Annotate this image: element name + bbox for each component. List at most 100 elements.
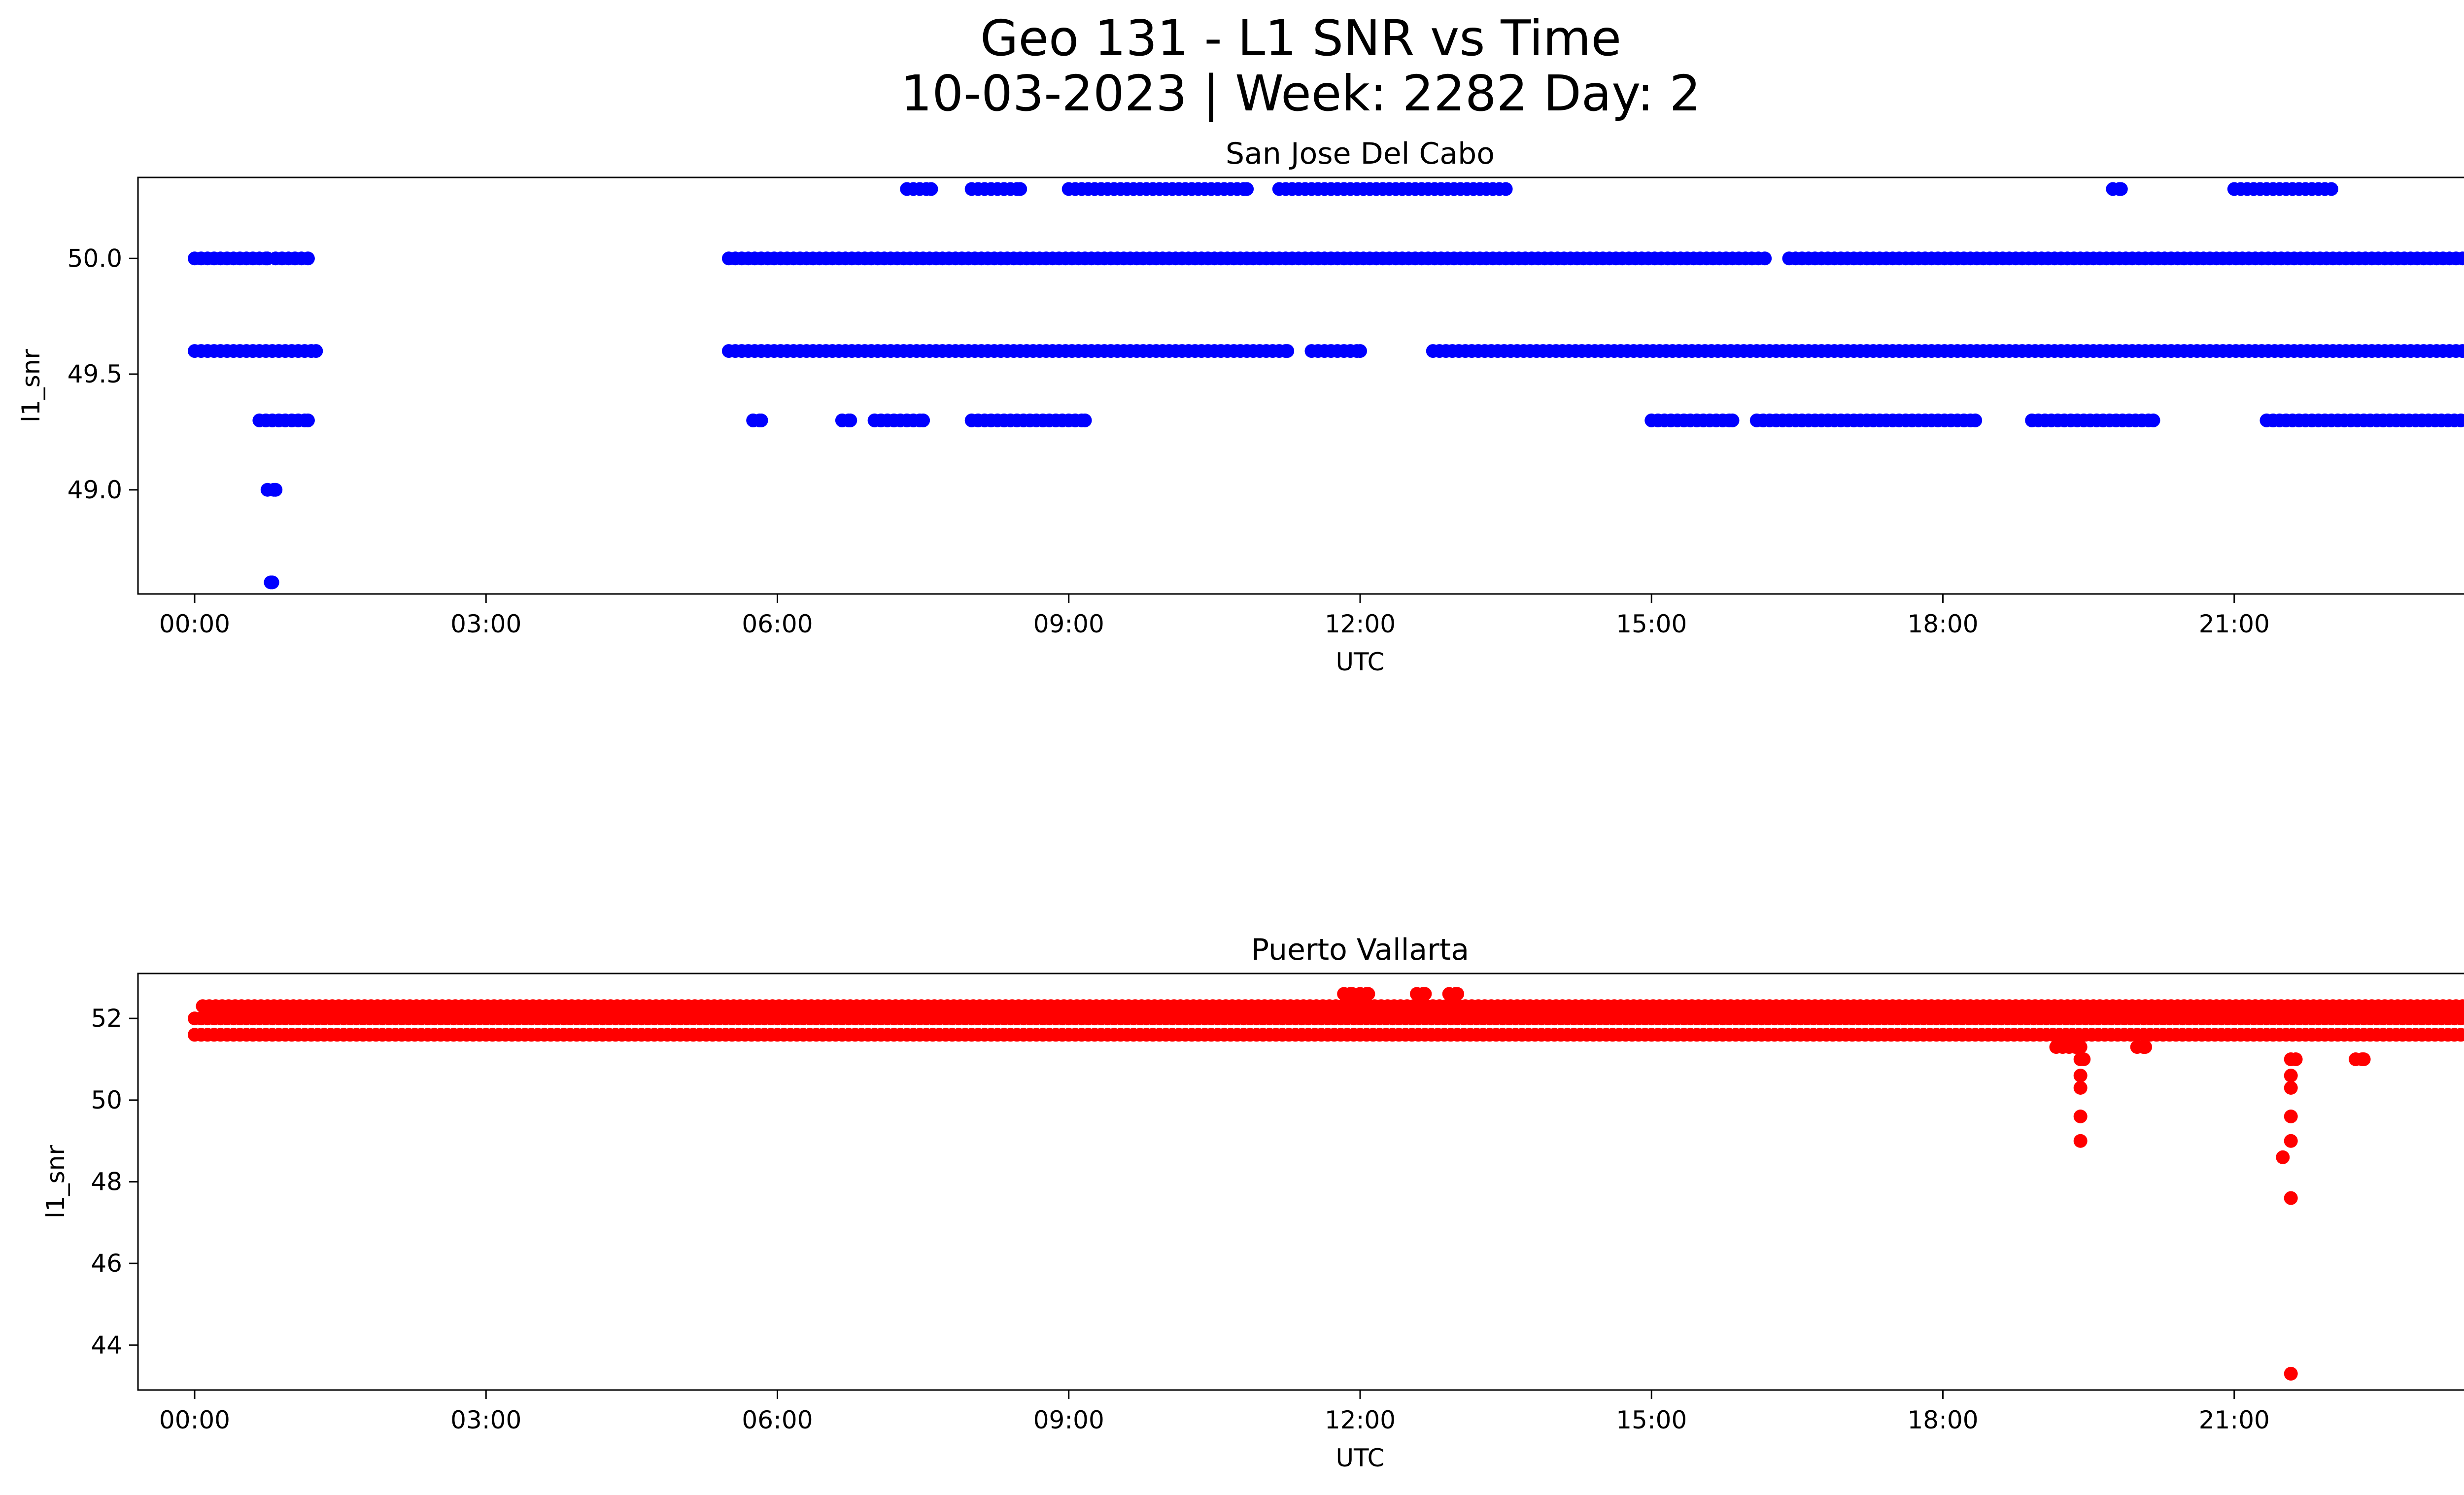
x-tick-label: 15:00: [1616, 610, 1687, 638]
series-y-50: [188, 251, 2464, 266]
series-y-51-3: [2049, 1040, 2153, 1054]
data-point: [1499, 182, 1513, 196]
data-point: [2455, 999, 2464, 1013]
data-point: [2460, 1012, 2464, 1025]
data-point: [2454, 413, 2464, 427]
x-tick-label: 06:00: [742, 1406, 813, 1434]
y-axis-label: l1_snr: [17, 349, 45, 422]
data-point: [2357, 1052, 2371, 1066]
chart-panel-1: 00:00 03:00 06:00 09:00 12:00 15:00 18:00 21:00…: [17, 137, 2464, 676]
data-point: [916, 413, 930, 427]
data-points: [188, 182, 2464, 590]
series-y-51-6: [188, 1028, 2464, 1042]
data-point: [265, 575, 279, 590]
y-tick-label: 50: [91, 1086, 122, 1114]
x-tick-label: 09:00: [1033, 610, 1104, 638]
series-y-49: [260, 483, 283, 497]
data-point: [2146, 413, 2160, 427]
data-point: [1078, 413, 1092, 427]
data-point: [2455, 344, 2464, 358]
series-y-50-3: [900, 182, 2338, 196]
series-y-51: [2073, 1052, 2371, 1066]
x-tick-label: 00:00: [159, 610, 230, 638]
data-point: [2077, 1052, 2091, 1066]
x-tick-label: 06:00: [742, 610, 813, 638]
x-tick-label: 03:00: [450, 1406, 521, 1434]
x-tick-label: 21:00: [2199, 1406, 2270, 1434]
chart-panel-2: 00:00 03:00 06:00 09:00 12:00 15:00 18:00 21:00…: [41, 933, 2464, 1472]
x-tick-label: 00:00: [159, 1406, 230, 1434]
data-point: [2073, 1134, 2088, 1148]
x-tick-label: 03:00: [450, 610, 521, 638]
data-point: [2284, 1110, 2298, 1123]
y-tick-label: 49.0: [68, 476, 122, 504]
data-point: [2073, 1110, 2088, 1123]
data-point: [924, 182, 938, 196]
data-point: [1968, 413, 1983, 427]
data-point: [1353, 344, 1367, 358]
x-tick-label: 12:00: [1325, 610, 1396, 638]
data-point: [2073, 1069, 2088, 1083]
data-point: [754, 413, 768, 427]
data-point: [1361, 987, 1375, 1001]
data-point: [2284, 1191, 2298, 1205]
data-point: [2324, 182, 2338, 196]
data-point: [2284, 1134, 2298, 1148]
data-point: [1450, 987, 1465, 1001]
y-tick-label: 52: [91, 1004, 122, 1033]
data-point: [1725, 413, 1740, 427]
data-point: [843, 413, 857, 427]
x-tick-label: 18:00: [1907, 1406, 1978, 1434]
y-tick-label: 44: [91, 1331, 122, 1359]
x-tick-label: 15:00: [1616, 1406, 1687, 1434]
y-axis-label: l1_snr: [41, 1145, 70, 1218]
data-point: [2284, 1069, 2298, 1083]
data-point: [2455, 251, 2464, 266]
data-points: [188, 987, 2464, 1381]
data-point: [2462, 253, 2464, 263]
figure-subtitle: 10-03-2023 | Week: 2282 Day: 2: [900, 65, 1701, 122]
y-tick-label: 49.5: [68, 360, 122, 388]
data-point: [2073, 1040, 2088, 1054]
series-y-49-6: [188, 344, 2464, 358]
data-point: [2462, 1001, 2464, 1011]
series-y-52-6: [1337, 987, 1465, 1001]
data-point: [301, 413, 315, 427]
data-point: [309, 344, 323, 358]
series-y-52: [188, 1011, 2464, 1026]
chart-title: San Jose Del Cabo: [1226, 137, 1495, 171]
chart-title: Puerto Vallarta: [1251, 933, 1469, 967]
x-axis-label: UTC: [1335, 1444, 1384, 1472]
series-y-48-6: [264, 575, 279, 590]
data-point: [2284, 1081, 2298, 1095]
data-point: [301, 251, 315, 266]
data-point: [1418, 987, 1432, 1001]
data-point: [2460, 1029, 2464, 1041]
data-point: [2114, 182, 2128, 196]
data-point: [1240, 182, 1254, 196]
plot-frame: [137, 176, 2464, 595]
figure-title: Geo 131 - L1 SNR vs Time: [980, 9, 1621, 67]
data-point: [1280, 344, 1295, 358]
x-tick-label: 18:00: [1907, 610, 1978, 638]
data-point: [1013, 182, 1027, 196]
data-point: [2073, 1081, 2088, 1095]
x-tick-label: 12:00: [1325, 1406, 1396, 1434]
series-y-49-3: [252, 413, 2464, 427]
data-point: [2462, 346, 2464, 356]
data-point: [2289, 1052, 2303, 1066]
series-y-52-3: [196, 999, 2464, 1013]
y-tick-label: 46: [91, 1249, 122, 1278]
data-point: [2284, 1366, 2298, 1381]
x-tick-label: 21:00: [2199, 610, 2270, 638]
x-tick-label: 09:00: [1033, 1406, 1104, 1434]
data-point: [269, 483, 283, 497]
y-tick-label: 50.0: [68, 244, 122, 273]
x-axis-label: UTC: [1335, 648, 1384, 676]
data-point: [2138, 1040, 2153, 1054]
data-point: [2276, 1150, 2290, 1164]
y-tick-label: 48: [91, 1168, 122, 1196]
data-point: [1758, 251, 1772, 266]
